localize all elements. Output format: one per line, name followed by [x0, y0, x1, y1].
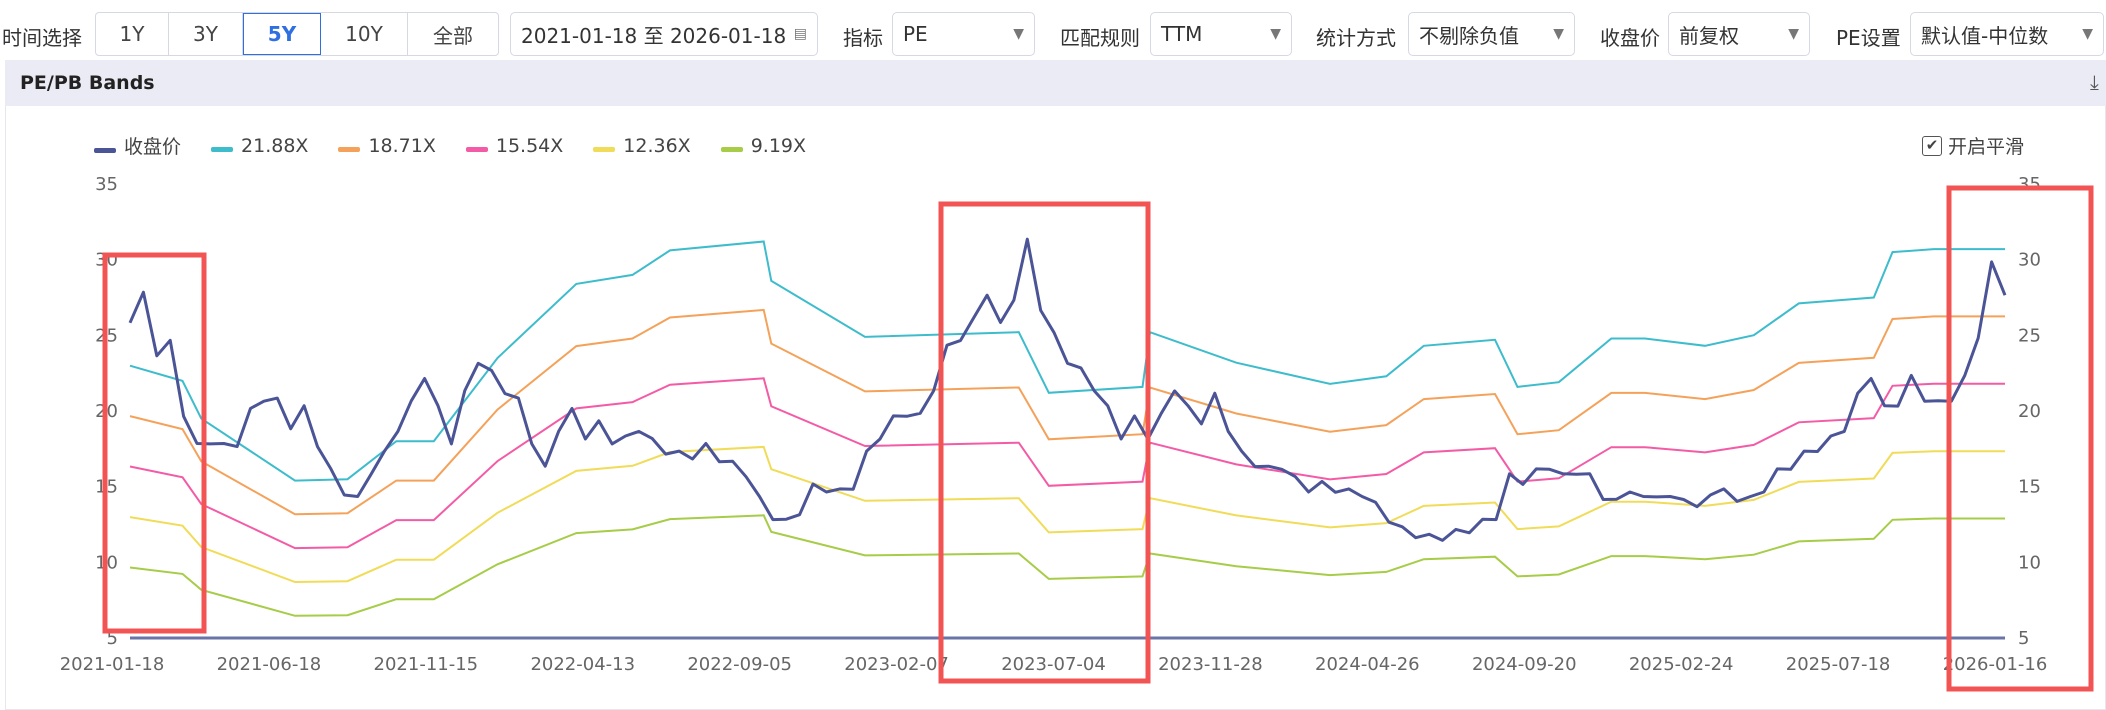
panel-header — [5, 60, 2106, 106]
legend-item-band-5[interactable]: 9.19X — [720, 135, 806, 157]
y-tick-left: 35 — [95, 174, 118, 195]
smooth-label: 开启平滑 — [1948, 136, 2025, 158]
x-tick-label: 2025-02-24 — [1629, 654, 1734, 675]
match-rule-value: TTM — [1161, 22, 1203, 46]
x-tick-label: 2022-04-13 — [530, 654, 635, 675]
x-tick-label: 2021-01-18 — [60, 654, 165, 675]
close-price-label: 收盘价 — [1600, 26, 1660, 50]
range-all[interactable]: 全部 — [433, 23, 473, 48]
stat-method-value: 不剔除负值 — [1419, 23, 1519, 48]
close-price-line — [128, 237, 2007, 542]
chevron-down-icon: ▼ — [1270, 26, 1281, 42]
close-price-value: 前复权 — [1679, 23, 1739, 48]
x-tick-label: 2021-06-18 — [217, 654, 322, 675]
chevron-down-icon: ▼ — [1788, 26, 1799, 42]
range-selector: 1Y 3Y 5Y 10Y 全部 — [95, 12, 499, 56]
time-select-label: 时间选择 — [2, 26, 82, 50]
pe-setting-select[interactable]: 默认值-中位数 ▼ — [1910, 12, 2104, 56]
range-10y[interactable]: 10Y — [321, 13, 408, 55]
panel-title: PE/PB Bands — [20, 72, 155, 94]
chevron-down-icon: ▼ — [1013, 26, 1024, 42]
chevron-down-icon: ▼ — [2082, 26, 2093, 42]
smooth-toggle[interactable]: ✔ 开启平滑 — [1922, 132, 2024, 159]
range-1y[interactable]: 1Y — [96, 13, 169, 55]
legend: 收盘价 21.88X 18.71X 15.54X 12.36X 9.19X — [94, 132, 806, 159]
range-3y[interactable]: 3Y — [169, 13, 243, 55]
legend-item-band-3[interactable]: 15.54X — [465, 135, 563, 157]
indicator-select[interactable]: PE ▼ — [892, 12, 1035, 56]
legend-item-band-1[interactable]: 21.88X — [211, 135, 308, 157]
x-tick-label: 2023-02-07 — [844, 654, 949, 675]
highlight-box — [102, 252, 207, 634]
y-tick-right: 30 — [2018, 250, 2041, 271]
y-tick-right: 25 — [2018, 325, 2041, 346]
close-price-select[interactable]: 前复权 ▼ — [1668, 12, 1810, 56]
legend-item-band-2[interactable]: 18.71X — [338, 135, 436, 157]
x-tick-label: 2023-11-28 — [1158, 654, 1263, 675]
highlight-box — [1946, 185, 2094, 692]
y-tick-right: 5 — [2018, 628, 2029, 649]
y-tick-right: 35 — [2018, 174, 2041, 195]
x-tick-label: 2025-07-18 — [1786, 654, 1891, 675]
match-rule-label: 匹配规则 — [1060, 26, 1140, 50]
pe-setting-label: PE设置 — [1836, 26, 1901, 50]
stat-method-select[interactable]: 不剔除负值 ▼ — [1408, 12, 1575, 56]
highlight-box — [938, 201, 1151, 684]
chevron-down-icon: ▼ — [1553, 26, 1564, 42]
x-tick-label: 2024-09-20 — [1472, 654, 1577, 675]
range-5y[interactable]: 5Y — [243, 13, 321, 55]
y-tick-right: 20 — [2018, 401, 2041, 422]
legend-item-band-4[interactable]: 12.36X — [593, 135, 691, 157]
band-line-4 — [129, 445, 2005, 584]
x-tick-label: 2022-09-05 — [687, 654, 792, 675]
pe-setting-value: 默认值-中位数 — [1921, 23, 2049, 48]
legend-item-close[interactable]: 收盘价 — [94, 132, 181, 159]
x-tick-label: 2026-01-16 — [1943, 654, 2048, 675]
x-tick-label: 2023-07-04 — [1001, 654, 1106, 675]
indicator-label: 指标 — [843, 26, 883, 50]
band-line-5 — [129, 514, 2005, 617]
date-range-value: 2021-01-18 至 2026-01-18 — [521, 23, 787, 48]
x-tick-label: 2021-11-15 — [374, 654, 479, 675]
checkbox-checked-icon[interactable]: ✔ — [1922, 135, 1942, 156]
band-line-2 — [129, 308, 2005, 516]
y-tick-right: 15 — [2018, 477, 2041, 498]
y-tick-right: 10 — [2018, 552, 2041, 573]
stat-method-label: 统计方式 — [1316, 26, 1396, 50]
y-tick-left: 5 — [107, 628, 118, 649]
x-tick-label: 2024-04-26 — [1315, 654, 1420, 675]
download-icon[interactable]: ⤓ — [2090, 70, 2099, 94]
match-rule-select[interactable]: TTM ▼ — [1150, 12, 1292, 56]
calendar-icon: ▤ — [793, 26, 807, 42]
indicator-value: PE — [903, 22, 928, 46]
date-range-input[interactable]: 2021-01-18 至 2026-01-18 ▤ — [510, 12, 818, 56]
